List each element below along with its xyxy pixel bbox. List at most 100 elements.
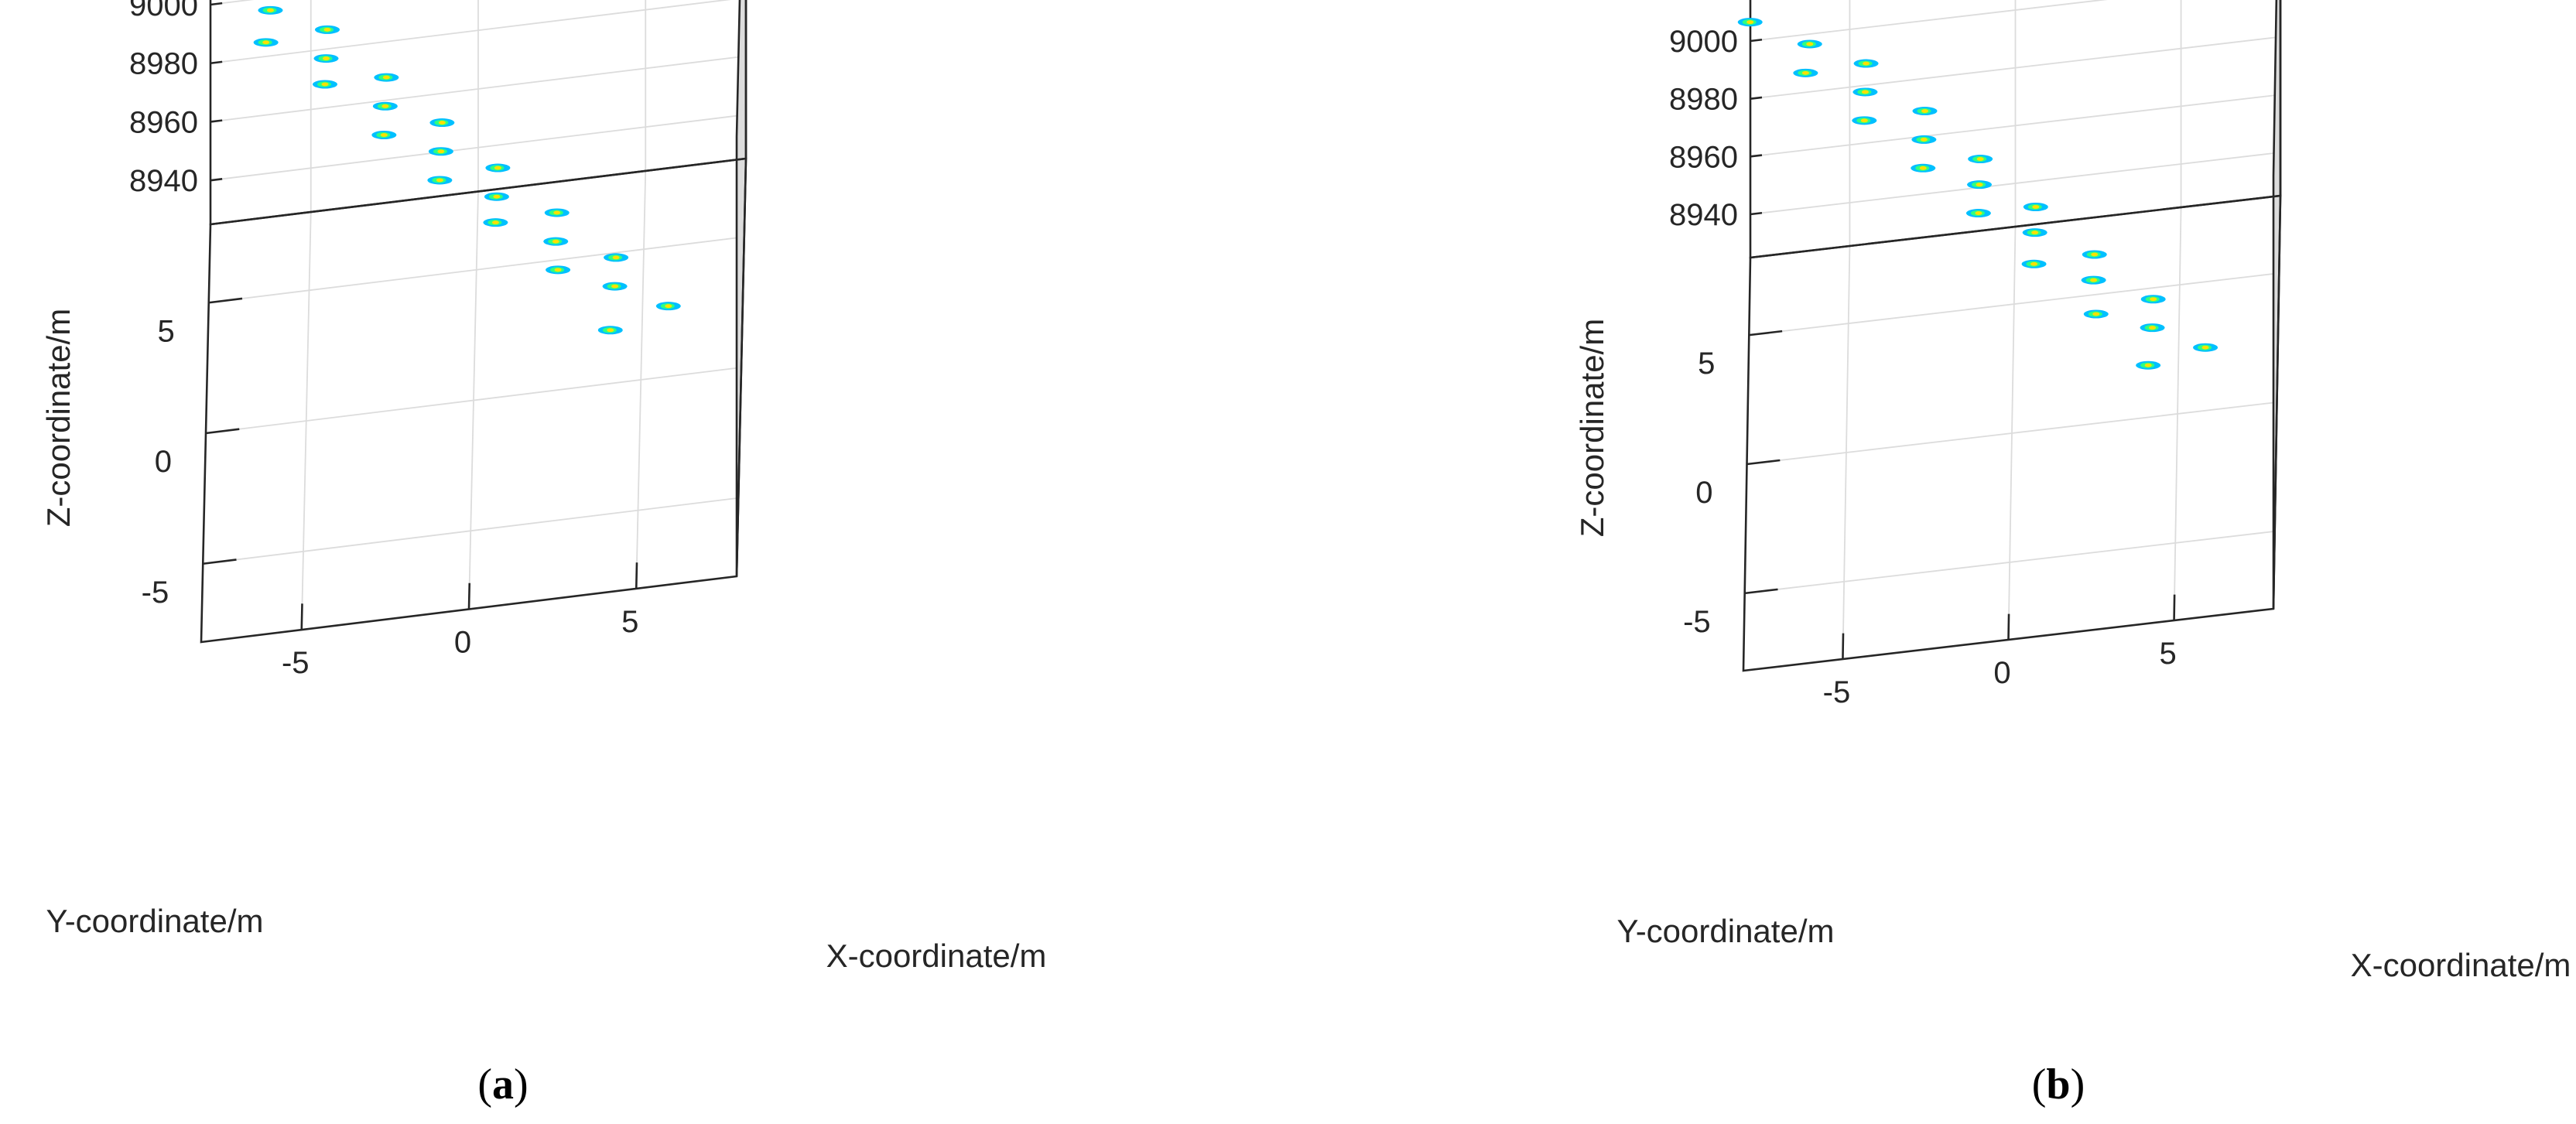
y-tick-mark xyxy=(1744,588,1778,595)
data-point xyxy=(483,218,508,227)
x-tick-mark xyxy=(635,562,638,589)
y-tick-label: 0 xyxy=(1695,476,1712,510)
gridlines xyxy=(1744,0,2281,660)
data-point xyxy=(1911,163,1936,173)
y-tick-mark xyxy=(203,559,237,565)
data-point-core xyxy=(1806,42,1814,46)
z-tick-label: 8960 xyxy=(129,105,198,139)
panel-label-open-paren: ( xyxy=(2032,1061,2047,1109)
data-point-core xyxy=(382,75,390,80)
y-tick-label: -5 xyxy=(1683,605,1711,639)
data-point-core xyxy=(1976,157,1984,161)
data-point-core xyxy=(2090,278,2098,282)
floor-grid-y xyxy=(205,367,742,434)
data-point xyxy=(429,118,455,128)
data-point-core xyxy=(2091,252,2099,257)
y-tick-label: 5 xyxy=(1698,347,1715,381)
data-point-core xyxy=(493,194,501,199)
data-point xyxy=(2136,360,2161,370)
data-point-core xyxy=(262,40,270,45)
data-point xyxy=(313,80,337,89)
x-axis-label: X-coordinate/m xyxy=(826,938,1047,974)
z-tick-mark xyxy=(210,2,223,6)
z-tick-label: 8980 xyxy=(1669,83,1738,117)
z-tick-label: 9000 xyxy=(1669,25,1738,59)
scatter-points xyxy=(1737,18,2219,370)
data-point xyxy=(543,237,569,246)
panel-label-close-paren: ) xyxy=(2071,1061,2085,1109)
data-point-core xyxy=(266,8,274,12)
data-point-core xyxy=(1801,70,1809,75)
z-tick-mark xyxy=(1750,154,1763,158)
data-point xyxy=(2140,295,2166,304)
z-axis-label: Z-coordinate/m xyxy=(1574,319,1610,537)
data-point-core xyxy=(1863,61,1870,66)
data-point xyxy=(655,302,681,311)
back-wall-grid-z xyxy=(1750,0,2108,42)
z-tick-label: 9000 xyxy=(129,0,198,22)
z-tick-label: 8940 xyxy=(1669,198,1738,232)
data-point-core xyxy=(1976,183,1983,187)
data-point-core xyxy=(438,121,446,125)
data-point-core xyxy=(1920,138,1928,142)
data-point-core xyxy=(2144,363,2152,367)
y-axis-label: Y-coordinate/m xyxy=(46,903,264,939)
y-tick-label: 5 xyxy=(158,314,175,348)
z-tick-mark xyxy=(210,178,223,182)
data-point xyxy=(1965,209,1991,218)
y-tick-mark xyxy=(1749,330,1783,337)
data-point-core xyxy=(491,220,499,225)
data-point xyxy=(2021,259,2047,268)
data-point xyxy=(1737,18,1763,27)
data-point-core xyxy=(323,27,331,32)
panel-label-letter: b xyxy=(2046,1061,2070,1109)
scatter-points xyxy=(253,5,681,335)
data-point-core xyxy=(665,304,672,309)
data-point-core xyxy=(2030,261,2038,266)
data-point xyxy=(2193,343,2219,352)
side-wall-grid-z xyxy=(2273,0,2281,393)
side-wall-grid-z xyxy=(736,0,747,415)
back-wall-grid-z xyxy=(210,114,747,182)
data-point-core xyxy=(1975,211,1982,215)
side-wall-outline xyxy=(735,0,747,577)
x-tick-mark xyxy=(467,582,471,610)
z-tick-mark xyxy=(210,60,223,65)
data-point-core xyxy=(2150,297,2157,302)
side-wall-grid-z xyxy=(736,0,744,299)
data-point-core xyxy=(2031,231,2039,235)
axes-box xyxy=(200,0,747,644)
floor-grid-y xyxy=(1749,272,2280,337)
z-tick-mark xyxy=(210,119,223,123)
back-wall-grid-z xyxy=(210,55,747,123)
side-wall-grid-z xyxy=(2273,0,2280,335)
floor-grid-y xyxy=(203,497,739,565)
data-point-core xyxy=(2149,326,2157,330)
data-point xyxy=(427,176,453,185)
x-tick-label: 0 xyxy=(1993,656,2010,690)
data-point xyxy=(2082,250,2107,259)
z-tick-label: 8980 xyxy=(129,47,198,81)
data-point xyxy=(2140,323,2165,333)
z-tick-mark xyxy=(1750,211,1763,216)
y-tick-label: -5 xyxy=(142,576,169,610)
z-axis-label: Z-coordinate/m xyxy=(40,309,77,527)
data-point xyxy=(371,130,397,139)
data-point xyxy=(2022,228,2047,237)
z-tick-label: 9020 xyxy=(1669,0,1738,1)
panel-label: (b) xyxy=(2032,1061,2085,1109)
x-tick-mark xyxy=(300,603,303,630)
data-point xyxy=(374,73,399,82)
data-point-core xyxy=(2201,345,2209,350)
data-point-core xyxy=(437,149,445,154)
y-tick-mark xyxy=(205,428,240,435)
x-tick-label: -5 xyxy=(1823,675,1851,709)
panel-label-close-paren: ) xyxy=(514,1061,529,1109)
data-point xyxy=(1852,87,1878,97)
data-point-core xyxy=(321,82,329,87)
y-tick-mark xyxy=(208,297,243,304)
data-point xyxy=(1967,180,1993,190)
x-tick-label: 5 xyxy=(2159,637,2176,671)
